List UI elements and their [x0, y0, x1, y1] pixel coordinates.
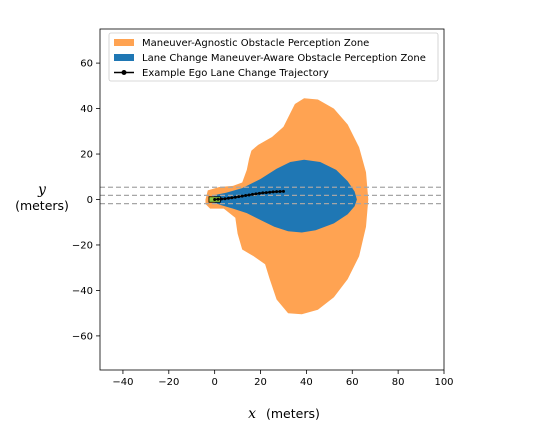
y-axis-unit: (meters) [15, 198, 69, 213]
legend-label-agnostic: Maneuver-Agnostic Obstacle Perception Zo… [142, 38, 369, 49]
trajectory-point [233, 195, 237, 199]
trajectory-point [275, 190, 279, 194]
y-tick-label: −20 [72, 240, 93, 251]
zone-lane-change-aware [212, 159, 357, 233]
trajectory-point [261, 191, 265, 195]
y-tick-label: −40 [72, 286, 93, 297]
legend-box [108, 32, 439, 82]
trajectory-point [268, 190, 272, 194]
x-tick-label: −40 [112, 377, 133, 388]
legend-label-aware: Lane Change Maneuver-Aware Obstacle Perc… [142, 53, 426, 64]
trajectory-point [223, 197, 227, 201]
y-tick-label: −60 [72, 331, 93, 342]
trajectory-point [247, 193, 251, 197]
x-tick-label: 100 [434, 377, 453, 388]
x-tick-label: 20 [254, 377, 267, 388]
trajectory-point [251, 192, 255, 196]
trajectory-point [237, 195, 241, 199]
x-tick-label: 0 [211, 377, 217, 388]
trajectory-point [244, 194, 248, 198]
trajectory-point [220, 197, 224, 201]
x-tick-label: 40 [300, 377, 313, 388]
trajectory-point [254, 192, 258, 196]
legend-swatch-trajectory-marker [121, 70, 127, 75]
legend-swatch-aware [114, 54, 134, 61]
legend: Maneuver-Agnostic Obstacle Perception Zo… [108, 32, 439, 82]
trajectory-point [226, 196, 230, 200]
legend-swatch-agnostic [114, 39, 134, 46]
trajectory-point [264, 191, 268, 195]
trajectory-point [281, 189, 285, 193]
y-axis-variable: y [37, 182, 47, 198]
trajectory-point [230, 196, 234, 200]
trajectory-point [216, 197, 220, 201]
y-tick-label: 0 [87, 195, 93, 206]
trajectory-point [271, 190, 275, 194]
trajectory-point [240, 194, 244, 198]
legend-label-trajectory: Example Ego Lane Change Trajectory [142, 68, 329, 79]
y-tick-label: 40 [80, 104, 93, 115]
x-tick-label: −20 [158, 377, 179, 388]
trajectory-point [213, 198, 217, 201]
x-axis-unit: (meters) [266, 406, 320, 421]
trajectory-point [278, 190, 282, 194]
y-tick-label: 20 [80, 150, 93, 161]
trajectory-point [257, 191, 261, 195]
y-tick-label: 60 [80, 59, 93, 70]
x-tick-label: 80 [392, 377, 405, 388]
x-tick-label: 60 [346, 377, 359, 388]
x-axis-variable: x [248, 406, 256, 422]
